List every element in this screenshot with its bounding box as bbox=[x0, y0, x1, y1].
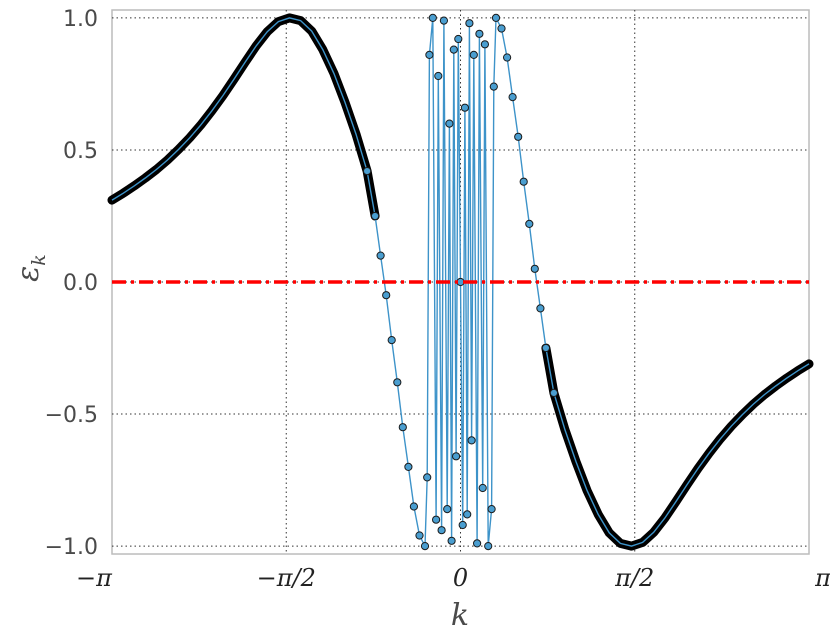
y-axis-label-symbol: ε bbox=[11, 266, 46, 282]
data-point bbox=[460, 103, 469, 112]
data-point bbox=[371, 211, 380, 221]
data-point bbox=[452, 452, 461, 461]
x-axis-label: k bbox=[451, 598, 469, 633]
data-point bbox=[404, 462, 413, 471]
data-point bbox=[525, 219, 534, 228]
y-axis-label-subscript: k bbox=[28, 254, 50, 266]
data-point bbox=[497, 24, 506, 33]
data-point bbox=[514, 132, 523, 141]
data-point bbox=[467, 436, 476, 445]
x-tick-label: π bbox=[814, 564, 830, 592]
data-point bbox=[549, 388, 559, 397]
data-point bbox=[530, 264, 539, 273]
data-point bbox=[393, 378, 402, 387]
data-point bbox=[437, 526, 446, 535]
data-point bbox=[487, 505, 496, 514]
data-point bbox=[447, 536, 456, 545]
data-point bbox=[458, 520, 467, 530]
y-tick-label: 1.0 bbox=[63, 7, 98, 32]
data-point bbox=[484, 542, 493, 551]
x-tick-label: π/2 bbox=[614, 564, 654, 592]
data-point bbox=[475, 29, 484, 38]
data-point bbox=[423, 473, 432, 482]
data-point bbox=[508, 93, 517, 102]
x-tick-label: −π bbox=[76, 564, 113, 592]
data-point bbox=[469, 50, 478, 60]
data-point bbox=[478, 483, 487, 493]
data-point bbox=[480, 40, 489, 49]
y-tick-label: −1.0 bbox=[45, 535, 98, 560]
data-point bbox=[415, 531, 424, 540]
data-point bbox=[443, 505, 452, 514]
data-point bbox=[428, 13, 437, 22]
data-point bbox=[398, 423, 407, 432]
data-point bbox=[503, 53, 512, 62]
data-point bbox=[536, 304, 545, 313]
y-axis-label: εk bbox=[11, 254, 50, 282]
data-point bbox=[519, 177, 528, 186]
data-point bbox=[473, 539, 482, 548]
data-point bbox=[445, 119, 454, 128]
y-tick-label: −0.5 bbox=[45, 403, 98, 428]
tick-labels: −π −π/2 0 π/2 π 1.0 0.5 0.0 −0.5 −1.0 bbox=[45, 7, 830, 592]
data-point bbox=[420, 542, 430, 551]
y-tick-label: 0.0 bbox=[63, 271, 98, 296]
series-layer bbox=[107, 13, 814, 551]
data-point bbox=[387, 336, 396, 345]
data-point bbox=[409, 502, 418, 511]
x-tick-label: 0 bbox=[453, 564, 468, 592]
data-point bbox=[432, 515, 441, 524]
data-point bbox=[425, 50, 434, 60]
y-tick-label: 0.5 bbox=[63, 139, 98, 164]
data-point bbox=[449, 45, 458, 54]
x-tick-label: −π/2 bbox=[257, 564, 316, 592]
data-point bbox=[382, 291, 391, 300]
data-point bbox=[434, 71, 443, 81]
data-point bbox=[541, 343, 551, 353]
data-point bbox=[463, 510, 472, 519]
data-point bbox=[376, 251, 385, 260]
data-point bbox=[363, 167, 372, 176]
data-point bbox=[439, 16, 448, 25]
data-point bbox=[454, 34, 463, 44]
data-point bbox=[491, 13, 501, 22]
data-point bbox=[465, 19, 474, 28]
data-point bbox=[489, 82, 498, 91]
